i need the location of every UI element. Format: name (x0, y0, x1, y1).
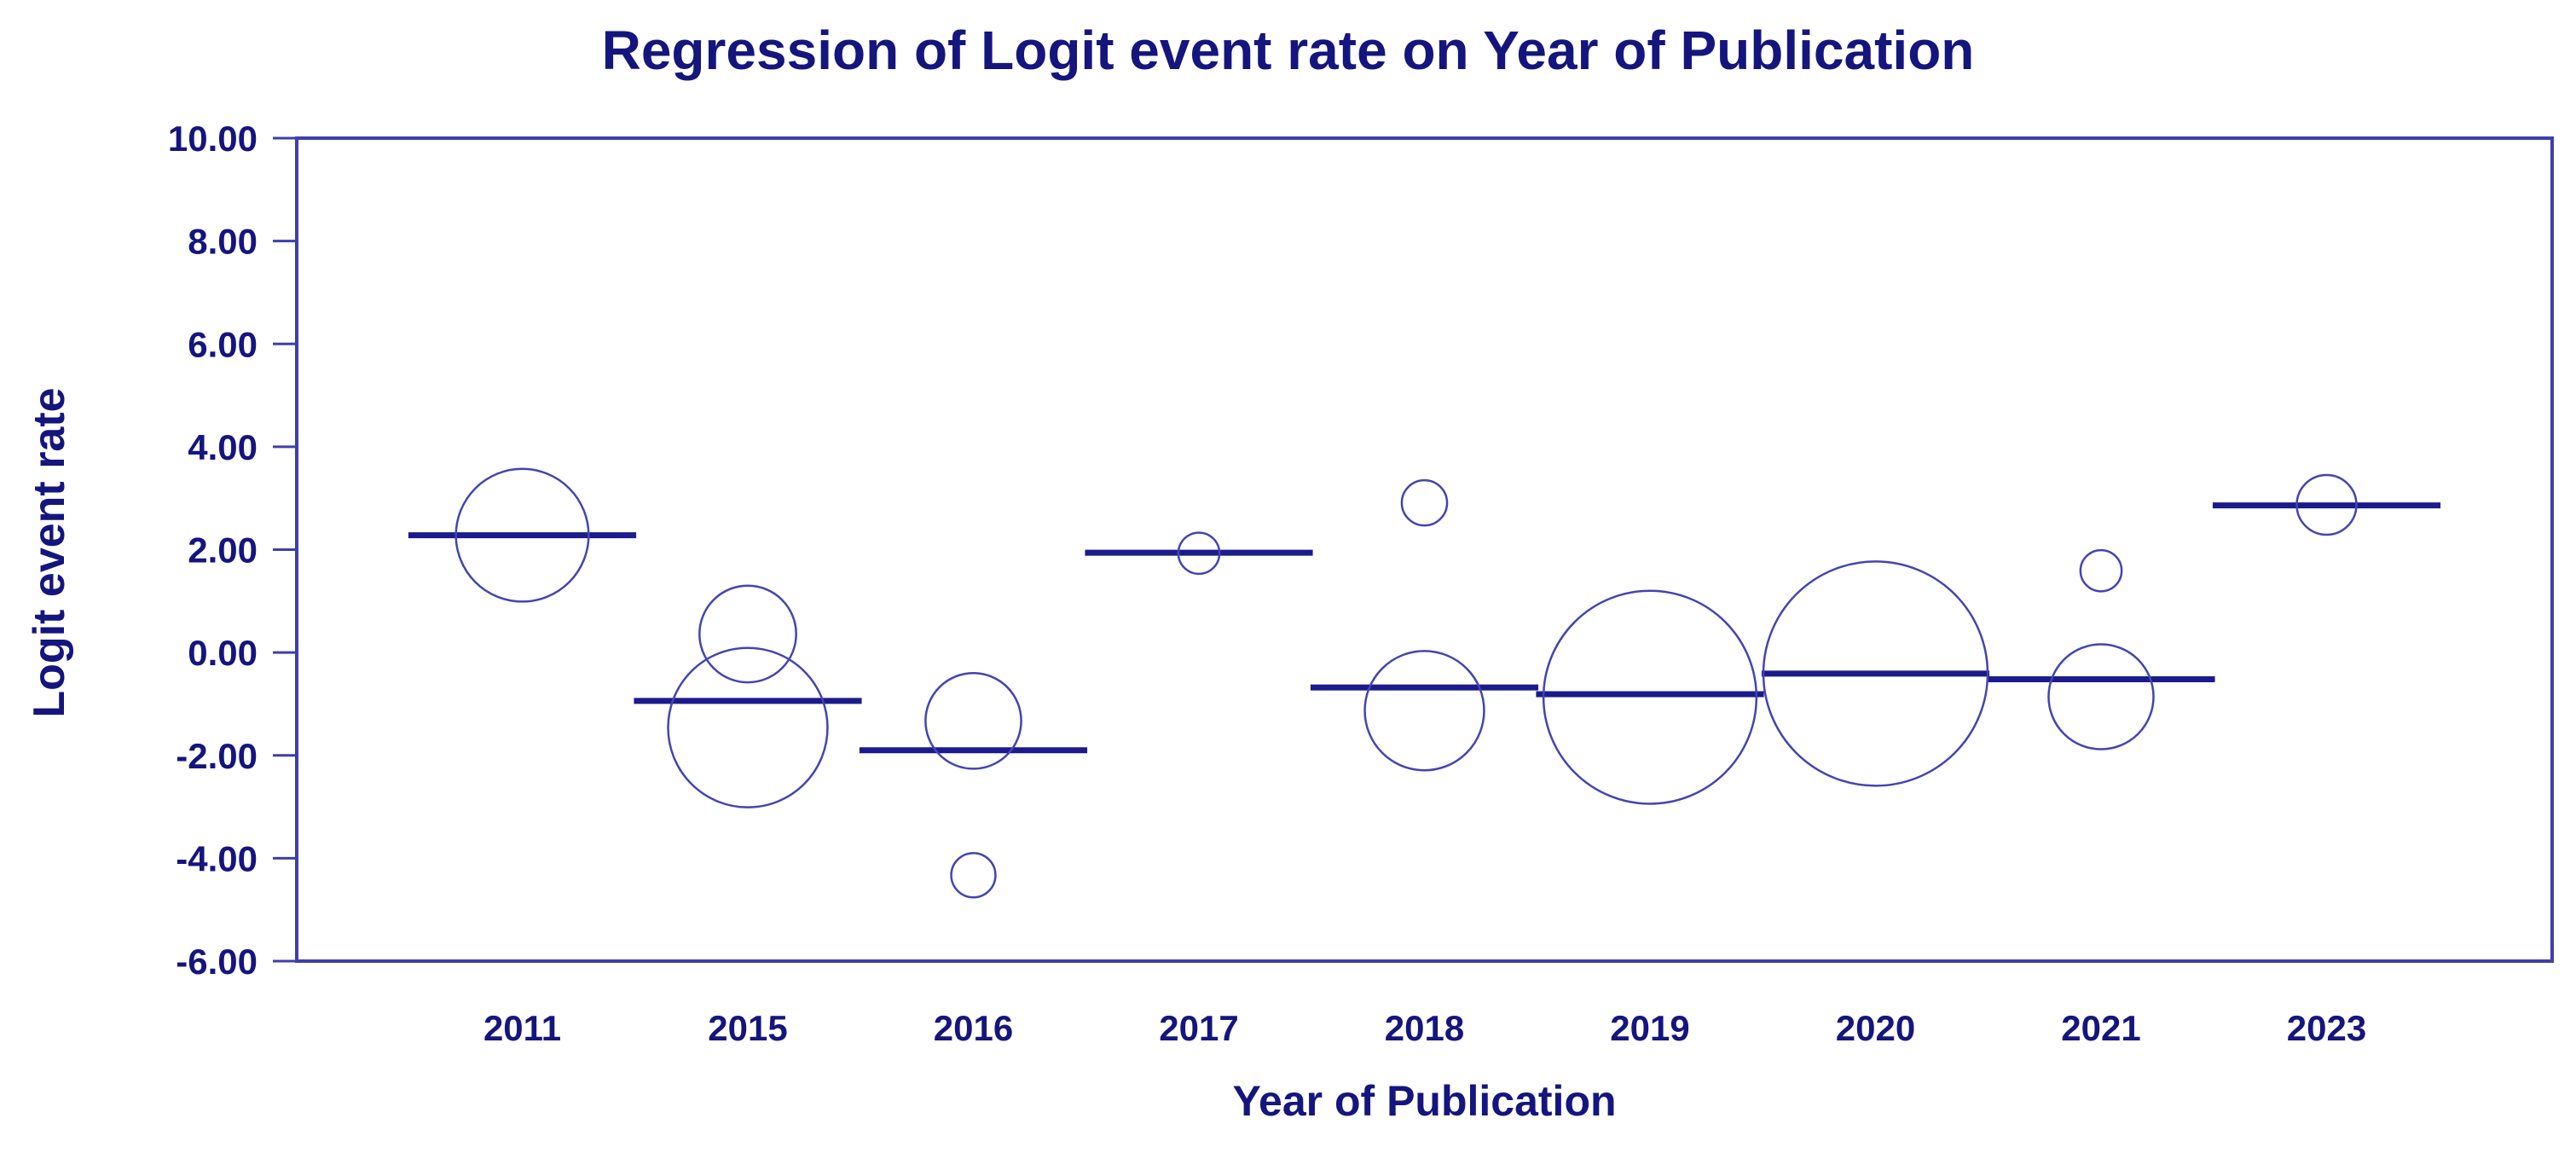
y-tick-label: 2.00 (188, 530, 258, 571)
y-tick-label: -2.00 (176, 736, 258, 776)
study-bubble (950, 852, 997, 899)
study-bubble (2295, 473, 2358, 536)
study-bubble (1762, 560, 1989, 787)
x-category-label: 2017 (1159, 1008, 1238, 1048)
y-tick-label: 8.00 (188, 222, 258, 262)
study-bubble (698, 584, 797, 684)
chart-title: Regression of Logit event rate on Year o… (601, 20, 1975, 81)
x-axis-title: Year of Publication (1232, 1077, 1617, 1125)
plot-frame (295, 136, 2554, 963)
study-bubble (2047, 643, 2155, 750)
x-category-label: 2018 (1385, 1008, 1464, 1048)
y-tick-label: 10.00 (168, 119, 258, 159)
study-bubble (2079, 548, 2123, 593)
study-bubble (1177, 531, 1221, 576)
y-tick-label: -6.00 (176, 942, 258, 982)
study-bubble (924, 672, 1022, 770)
x-category-label: 2020 (1836, 1008, 1915, 1048)
x-category-label: 2015 (708, 1008, 787, 1048)
y-tick-label: 6.00 (188, 324, 258, 364)
x-category-label: 2023 (2287, 1008, 2366, 1048)
study-bubble (1400, 478, 1449, 527)
x-category-label: 2016 (934, 1008, 1013, 1048)
y-tick-label: -4.00 (176, 838, 258, 878)
study-bubble (1542, 589, 1758, 805)
x-category-label: 2021 (2061, 1008, 2140, 1048)
study-bubble (454, 467, 590, 603)
y-tick-label: 0.00 (188, 633, 258, 673)
x-category-label: 2011 (483, 1008, 561, 1048)
study-bubble (1363, 650, 1485, 772)
y-tick-label: 4.00 (188, 427, 258, 467)
x-category-label: 2019 (1610, 1008, 1689, 1048)
study-bubble (667, 646, 829, 808)
